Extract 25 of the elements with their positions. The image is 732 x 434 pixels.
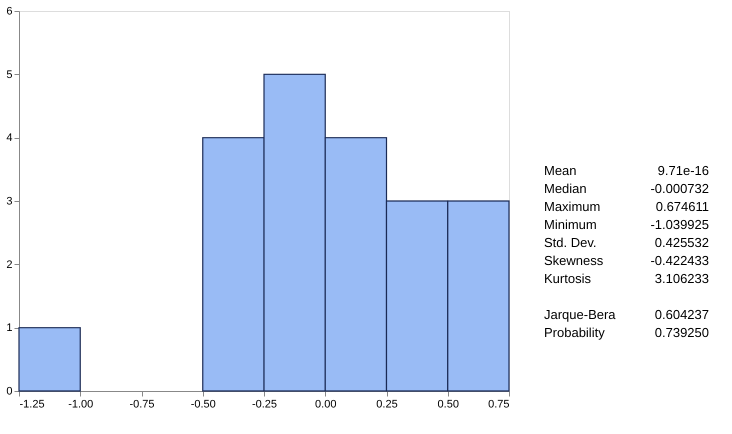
y-tick-label: 6 <box>6 6 12 18</box>
text: Probability 0.739250 <box>544 325 709 340</box>
text: Mean 9.71e-16 <box>544 163 709 178</box>
x-tick-label: -1.25 <box>20 398 45 410</box>
x-tick-label: -0.25 <box>252 398 278 410</box>
text: Jarque-Bera 0.604237 <box>544 307 709 322</box>
x-tick-label: 0.00 <box>315 398 336 410</box>
y-tick-label: 1 <box>6 322 12 334</box>
x-tick-label: 0.50 <box>438 398 459 410</box>
y-tick-label: 0 <box>6 386 12 398</box>
text: Median -0.000732 <box>544 181 709 196</box>
y-tick-label: 4 <box>6 132 12 144</box>
x-tick-label: -0.75 <box>129 398 155 410</box>
x-tick-label: 0.75 <box>488 398 510 410</box>
text: Kurtosis 3.106233 <box>544 271 709 286</box>
x-tick-label: 0.25 <box>376 398 398 410</box>
text: Maximum 0.674611 <box>544 199 709 214</box>
x-tick-label: -1.00 <box>68 398 94 410</box>
y-tick-label: 5 <box>6 68 12 81</box>
text: Minimum -1.039925 <box>544 217 709 232</box>
y-tick-label: 3 <box>6 196 12 208</box>
y-tick-label: 2 <box>6 258 12 271</box>
text: Skewness -0.422433 <box>544 253 709 268</box>
text: Std. Dev. 0.425532 <box>544 235 709 250</box>
x-tick-label: -0.50 <box>190 398 216 410</box>
